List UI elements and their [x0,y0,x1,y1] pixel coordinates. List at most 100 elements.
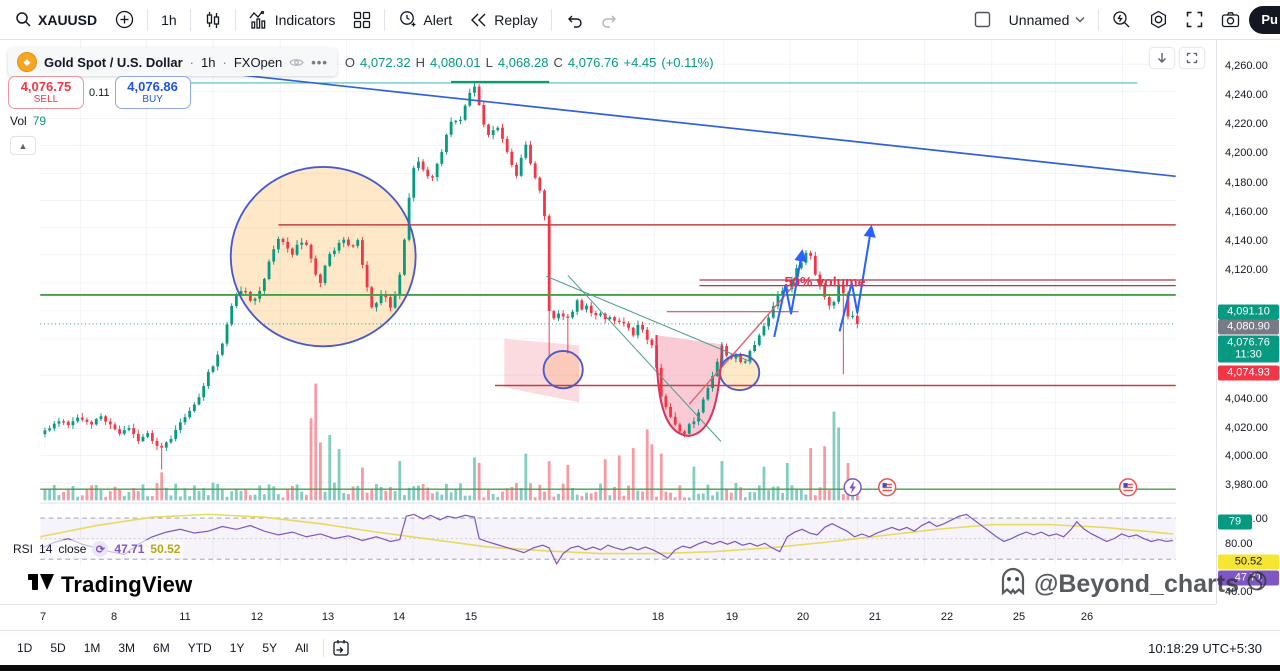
quick-search-button[interactable] [1103,6,1140,34]
settings-button[interactable] [1140,6,1177,34]
redo-button[interactable] [592,6,628,34]
drawing-fills [230,166,760,436]
visibility-eye-icon[interactable] [289,57,304,68]
volume-bar [356,485,360,501]
price-badge: 79 [1218,514,1252,530]
range-button-ytd[interactable]: YTD [187,641,212,655]
indicator-templates-button[interactable] [344,6,380,34]
price-axis[interactable]: 4,260.00 4,240.00 4,220.00 4,200.00 4,180.00… [1216,40,1280,604]
range-button-all[interactable]: All [295,641,309,655]
select-layout-checkbox[interactable] [965,6,1000,34]
volume-bar [403,495,406,501]
candle-body [561,313,565,317]
volume-bar [617,455,621,501]
layout-name-button[interactable]: Unnamed [1000,6,1095,34]
candle-body [622,321,626,324]
volume-bar [636,490,640,501]
chart-shape [882,483,887,488]
range-button-6m[interactable]: 6M [153,641,170,655]
candle-body [795,268,799,280]
volume-bar [650,444,654,501]
sell-button[interactable]: 4,076.75 SELL [8,76,84,109]
volume-bar [160,472,164,501]
highlight-ellipse-fill [543,350,583,389]
volume-bar [62,491,66,501]
economic-event-bolt-icon [843,478,862,497]
volume-bar [580,496,584,501]
low-value: 4,068.28 [497,54,549,70]
time-axis-label: 22 [940,611,954,623]
candle-body [342,239,346,243]
candle-body [715,361,719,377]
legend-pill[interactable]: ◆ Gold Spot / U.S. Dollar · 1h · FXOpen … [8,48,337,76]
legend-separator: · [222,54,227,70]
volume-bar [459,483,462,501]
buy-button[interactable]: 4,076.86 BUY [114,76,191,109]
rsi-axis-label: 80.00 [1225,538,1253,550]
candle-body [403,239,406,275]
fullscreen-button[interactable] [1177,6,1212,34]
range-button-1d[interactable]: 1D [17,641,33,655]
replay-button[interactable]: Replay [461,6,547,34]
publish-button[interactable]: Pu [1249,5,1280,34]
candle-body [178,422,182,430]
range-button-5y[interactable]: 5Y [262,641,278,655]
volume-bar [337,448,341,501]
volume-bar [421,484,425,501]
volume-bar [524,453,528,501]
collapse-panel-button[interactable]: ▲ [10,136,36,155]
buy-label: BUY [142,94,163,105]
time-axis[interactable]: 7 8 11 12 13 14 15 18 19 20 21 22 25 26 [0,604,1216,631]
volume-bar [71,486,75,501]
volume-bar [711,495,714,501]
chart-style-button[interactable] [195,6,231,34]
volume-bar [753,492,757,501]
legend-more-menu[interactable]: ••• [311,54,328,70]
maximize-pane-button[interactable] [1180,48,1204,68]
range-button-1m[interactable]: 1M [83,641,101,655]
range-button-3m[interactable]: 3M [118,641,136,655]
toolbar-divider [147,8,149,31]
cup-pattern-outline [655,335,723,437]
candle-body [127,428,131,431]
volume-bar [603,459,607,501]
symbol-name: XAUUSD [38,11,98,28]
chart-canvas[interactable]: 50% volume [0,40,1216,604]
compare-add-button[interactable] [106,6,143,34]
rsi-legend[interactable]: RSI 14 close ⟳ 47.71 50.52 [10,540,184,558]
rsi-source: close [58,542,87,556]
price-badge: 4,074.93 [1218,365,1279,381]
undo-button[interactable] [556,6,592,34]
candle-body [347,239,350,246]
candle-body [48,428,52,431]
range-button-1y[interactable]: 1Y [229,641,245,655]
candle-body [183,417,187,423]
undo-icon [565,11,583,29]
candle-body [505,138,509,152]
volume-bar [132,488,136,501]
candle-body [659,367,663,397]
change-value: +4.45 [623,54,657,70]
candle-body [71,421,75,426]
symbol-search-button[interactable]: XAUUSD [6,6,106,34]
volume-bar [827,490,831,501]
range-button-5d[interactable]: 5D [50,641,66,655]
snapshot-button[interactable] [1212,6,1249,34]
refresh-icon[interactable]: ⟳ [92,541,109,557]
candle-body [650,339,654,346]
volume-bar [183,488,187,501]
candle-body [314,258,318,275]
volume-bar [515,483,518,501]
go-to-date-button[interactable] [332,639,351,657]
interval-button[interactable]: 1h [152,6,186,34]
candle-body [701,399,705,413]
economic-event-flag-icon [878,478,897,497]
volume-bar [552,496,556,501]
session-clock[interactable]: 10:18:29 UTC+5:30 [1148,640,1262,656]
alert-button[interactable]: Alert [389,6,461,34]
candle-body [566,316,570,318]
indicators-button[interactable]: Indicators [240,6,345,34]
scroll-down-button[interactable] [1150,48,1174,68]
tradingview-logo[interactable]: TradingView [28,570,192,600]
